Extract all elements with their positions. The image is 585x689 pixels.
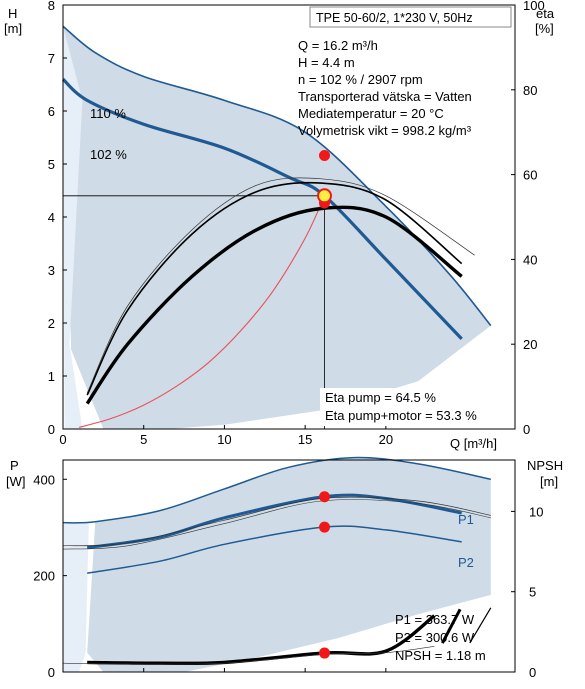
top-y-right-label-1: eta bbox=[536, 6, 555, 21]
system-curve bbox=[78, 195, 326, 428]
top-x-tick-label: 10 bbox=[217, 432, 231, 447]
top-y2-tick-label: 40 bbox=[523, 252, 537, 267]
p1-curve bbox=[86, 493, 462, 550]
top-x-ticks: 0 5 10 15 20 bbox=[59, 425, 393, 447]
bottom-chart: 0 200 400 0 5 10 P [W] NPSH [m] P1 P2 P1 = 3… bbox=[6, 456, 563, 680]
top-y-left-label-2: [m] bbox=[4, 21, 22, 36]
bottom-y-left-ticks: 0 200 400 bbox=[33, 472, 67, 680]
p1-envelope-curve bbox=[62, 456, 491, 524]
top-y2-tick-label: 20 bbox=[523, 337, 537, 352]
p2-curve bbox=[87, 525, 462, 574]
bottom-y-right-label-1: NPSH bbox=[527, 458, 563, 473]
bottom-plot-frame bbox=[62, 459, 516, 673]
p2-reference-curve bbox=[62, 499, 491, 550]
top-y-tick-label: 3 bbox=[48, 263, 55, 278]
curve-label-102: 102 % bbox=[90, 147, 127, 162]
top-curves bbox=[61, 25, 492, 429]
info-line: Transporterad vätska = Vatten bbox=[298, 89, 472, 104]
top-y2-tick-label: 60 bbox=[523, 168, 537, 183]
npsh-end-stroke bbox=[441, 608, 462, 644]
bottom-x-ticks bbox=[62, 668, 387, 672]
info-line: n = 102 % / 2907 rpm bbox=[298, 72, 423, 87]
bottom-y-left-label-1: P bbox=[10, 458, 19, 473]
bottom-y-right-ticks: 0 5 10 bbox=[511, 504, 543, 680]
top-y2-tick-label: 100 bbox=[523, 0, 545, 13]
top-operating-range-light-area bbox=[63, 26, 83, 429]
bottom-y-right-label-2: [m] bbox=[540, 474, 558, 489]
info-line: Mediatemperatur = 20 °C bbox=[298, 106, 444, 121]
bottom-y2-tick-label: 5 bbox=[529, 585, 536, 600]
info-line: Volymetrisk vikt = 998.2 kg/m³ bbox=[298, 123, 472, 138]
top-y-tick-label: 5 bbox=[48, 157, 55, 172]
top-y-tick-label: 1 bbox=[48, 369, 55, 384]
duty-point-marker bbox=[317, 188, 333, 204]
top-chart-title: TPE 50-60/2, 1*230 V, 50Hz bbox=[316, 11, 473, 25]
bottom-y-tick-label: 200 bbox=[33, 569, 55, 584]
npsh-curve bbox=[87, 614, 436, 666]
top-x-tick-label: 0 bbox=[59, 432, 66, 447]
top-x-tick-label: 5 bbox=[140, 432, 147, 447]
curve-label-p1: P1 bbox=[458, 512, 474, 527]
npsh-value-text: NPSH = 1.18 m bbox=[395, 648, 486, 663]
eta-text-background bbox=[320, 388, 500, 426]
top-y2-tick-label: 80 bbox=[523, 83, 537, 98]
eta-pump-marker bbox=[319, 150, 331, 162]
eta-pump-motor-text: Eta pump+motor = 53.3 % bbox=[325, 408, 477, 423]
top-y-left-ticks: 0 1 2 3 4 5 6 7 8 bbox=[48, 0, 67, 437]
info-line: Q = 16.2 m³/h bbox=[298, 38, 378, 53]
p1-value-text: P1 = 363.7 W bbox=[395, 612, 475, 627]
npsh-reference-curve bbox=[62, 645, 435, 665]
top-operating-range-area bbox=[63, 26, 491, 429]
top-y2-tick-label: 0 bbox=[523, 422, 530, 437]
bottom-markers bbox=[319, 491, 331, 659]
bottom-y-tick-label: 400 bbox=[33, 472, 55, 487]
bottom-y2-tick-label: 10 bbox=[529, 504, 543, 519]
top-info-text: Q = 16.2 m³/h H = 4.4 m n = 102 % / 2907… bbox=[298, 38, 472, 138]
curve-110-percent bbox=[62, 25, 492, 327]
top-x-tick-label: 15 bbox=[298, 432, 312, 447]
bottom-operating-range-area bbox=[87, 457, 491, 672]
eta-reference-curve bbox=[86, 177, 475, 394]
top-markers bbox=[317, 150, 333, 209]
top-y-right-label-2: [%] bbox=[535, 21, 554, 36]
curve-label-p2: P2 bbox=[458, 555, 474, 570]
bottom-y-tick-label: 0 bbox=[48, 665, 55, 680]
curve-label-110: 110 % bbox=[90, 106, 126, 121]
eta-pump-text: Eta pump = 64.5 % bbox=[325, 390, 436, 405]
p1-marker bbox=[319, 491, 331, 503]
info-line: H = 4.4 m bbox=[298, 55, 355, 70]
top-y-tick-label: 0 bbox=[48, 422, 55, 437]
p2-marker bbox=[319, 521, 331, 533]
top-chart: 0 5 10 15 20 0 1 2 3 4 5 6 7 8 0 20 40 60 80 100 H [m] et… bbox=[4, 0, 555, 451]
top-y-tick-label: 7 bbox=[48, 51, 55, 66]
top-y-left-label-1: H bbox=[8, 6, 17, 21]
top-x-axis-label: Q [m³/h] bbox=[450, 436, 497, 451]
eta-pump-curve bbox=[86, 181, 463, 396]
top-x-tick-label: 20 bbox=[379, 432, 393, 447]
top-y-tick-label: 2 bbox=[48, 316, 55, 331]
bottom-y-left-label-2: [W] bbox=[6, 474, 26, 489]
bottom-y2-tick-label: 0 bbox=[529, 665, 536, 680]
top-y-tick-label: 6 bbox=[48, 104, 55, 119]
eta-pump-motor-curve bbox=[85, 205, 463, 405]
top-y-tick-label: 8 bbox=[48, 0, 55, 13]
top-title-box bbox=[309, 6, 512, 28]
bottom-operating-range-light-area bbox=[63, 521, 89, 672]
p1-reference-curve bbox=[62, 496, 491, 547]
npsh-end-stroke-thin bbox=[469, 607, 492, 644]
curve-102-percent bbox=[61, 77, 463, 341]
top-y-tick-label: 4 bbox=[48, 210, 55, 225]
bottom-curves bbox=[62, 456, 492, 666]
top-y-right-ticks: 0 20 40 60 80 100 bbox=[511, 0, 545, 437]
npsh-marker bbox=[319, 647, 331, 659]
p2-value-text: P2 = 300.6 W bbox=[395, 630, 475, 645]
